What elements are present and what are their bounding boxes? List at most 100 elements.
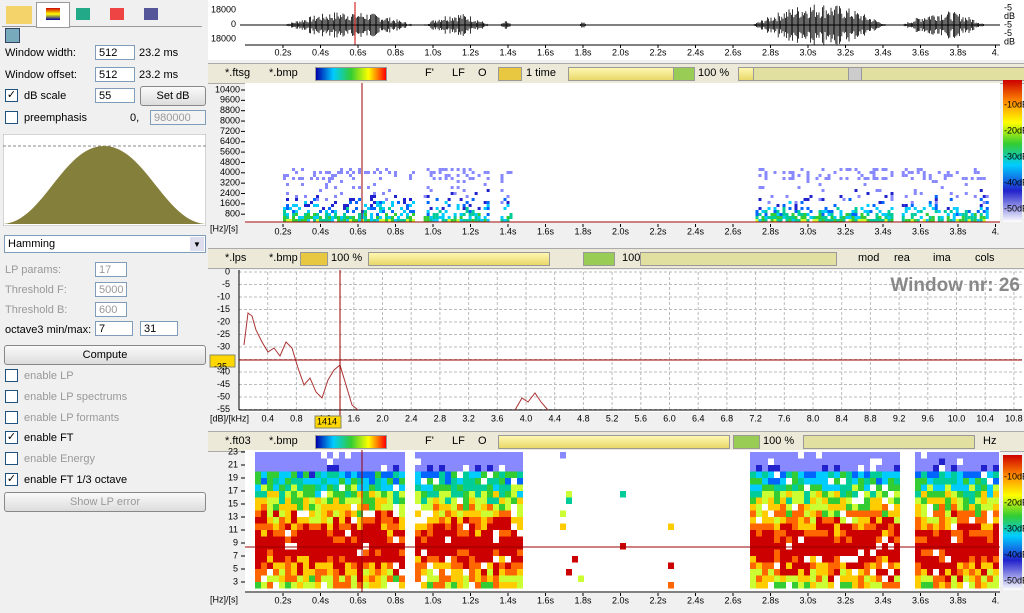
slider[interactable] — [583, 252, 615, 266]
spectrogram-cell — [830, 210, 834, 213]
octave-cell — [840, 543, 846, 550]
octave-cell — [399, 556, 405, 563]
spectrogram-cell — [301, 168, 304, 171]
octave-cell — [457, 510, 463, 517]
checkbox[interactable]: ✓ — [5, 473, 18, 486]
slider[interactable] — [848, 67, 862, 81]
input[interactable]: 7 — [95, 321, 133, 336]
octave-cell — [828, 575, 834, 582]
tabs[interactable] — [2, 2, 202, 28]
spectrogram-cell — [758, 207, 762, 210]
octave-cell — [499, 517, 505, 524]
spectrogram-cell — [432, 213, 436, 216]
slider[interactable] — [315, 67, 387, 81]
spectrogram-cell — [848, 168, 852, 171]
input[interactable]: 980000 — [150, 110, 206, 125]
spectrogram-cell — [851, 216, 855, 219]
input[interactable]: 600 — [95, 302, 127, 317]
input[interactable]: 5000 — [95, 282, 127, 297]
octave-cell — [333, 549, 339, 556]
spectrogram-cell — [409, 177, 412, 180]
input[interactable]: 512 — [95, 67, 135, 82]
octave-cell — [351, 458, 357, 465]
button[interactable]: Set dB — [140, 86, 206, 106]
slider[interactable] — [498, 67, 522, 81]
input[interactable]: 31 — [140, 321, 178, 336]
octave-cell — [933, 478, 939, 485]
octave-cell — [327, 569, 333, 576]
octave-cell — [511, 575, 517, 582]
y-tick-label: 10400 — [215, 84, 240, 94]
toolbar-text: *.bmp — [269, 67, 298, 79]
spectrogram-cell — [770, 195, 774, 198]
slider[interactable] — [568, 67, 680, 81]
octave-cell — [463, 471, 469, 478]
tab[interactable] — [6, 6, 32, 24]
spectrogram-cell — [949, 219, 953, 222]
octave-cell — [261, 471, 267, 478]
slider[interactable] — [498, 435, 730, 449]
spectrogram-cell — [483, 216, 487, 219]
octave-cell — [333, 484, 339, 491]
octave-cell — [255, 530, 261, 537]
spectrogram-cell — [761, 219, 765, 222]
octave-cell — [858, 458, 864, 465]
octave-cell — [975, 478, 981, 485]
octave-cell — [963, 497, 969, 504]
octave-cell — [816, 497, 822, 504]
checkbox[interactable]: ✓ — [5, 89, 18, 102]
slider[interactable] — [315, 435, 387, 449]
octave-cell — [993, 523, 999, 530]
tab[interactable] — [76, 8, 90, 20]
checkbox[interactable] — [5, 369, 18, 382]
input[interactable]: 55 — [95, 88, 135, 103]
tab[interactable] — [110, 8, 124, 20]
checkbox[interactable] — [5, 410, 18, 424]
button[interactable]: Show LP error — [4, 492, 206, 512]
octave-cell — [668, 562, 674, 569]
octave-cell — [846, 569, 852, 576]
checkbox[interactable] — [5, 389, 18, 403]
select[interactable]: Hamming ▼ — [4, 235, 206, 253]
spectrogram-cell — [875, 219, 879, 222]
octave-cell — [852, 491, 858, 498]
octave-cell — [780, 510, 786, 517]
tab[interactable] — [36, 2, 70, 28]
slider[interactable] — [803, 435, 975, 449]
slider[interactable] — [733, 435, 760, 449]
octave-cell — [505, 582, 511, 589]
octave-cell — [927, 491, 933, 498]
slider[interactable] — [753, 67, 1024, 81]
input[interactable]: 17 — [95, 262, 127, 277]
octave-cell — [487, 556, 493, 563]
octave-cell — [469, 504, 475, 511]
spectrogram-cell — [343, 204, 346, 207]
octave-cell — [951, 452, 957, 459]
spectrogram-cell — [286, 204, 289, 207]
octave-cell — [876, 575, 882, 582]
octave-cell — [915, 452, 921, 459]
slider[interactable] — [673, 67, 695, 81]
octave-cell — [291, 562, 297, 569]
octave-cell — [487, 497, 493, 504]
slider[interactable] — [368, 252, 550, 266]
octave-cell — [285, 510, 291, 517]
spectrogram-cell — [934, 198, 938, 201]
octave-cell — [261, 536, 267, 543]
checkbox[interactable] — [5, 452, 18, 466]
slider[interactable] — [640, 252, 837, 266]
octave-cell — [303, 536, 309, 543]
refresh[interactable] — [5, 28, 20, 43]
octave-cell — [475, 497, 481, 504]
spectrogram-cell — [818, 174, 822, 177]
checkbox[interactable]: ✓ — [5, 431, 18, 445]
octave-cell — [469, 569, 475, 576]
button[interactable]: Compute — [4, 345, 206, 365]
slider[interactable] — [300, 252, 328, 266]
input[interactable]: 512 — [95, 45, 135, 60]
octave-cell — [921, 504, 927, 511]
octave-cell — [297, 497, 303, 504]
octave-cell — [375, 465, 381, 472]
tab[interactable] — [144, 8, 158, 20]
checkbox[interactable] — [5, 111, 18, 124]
